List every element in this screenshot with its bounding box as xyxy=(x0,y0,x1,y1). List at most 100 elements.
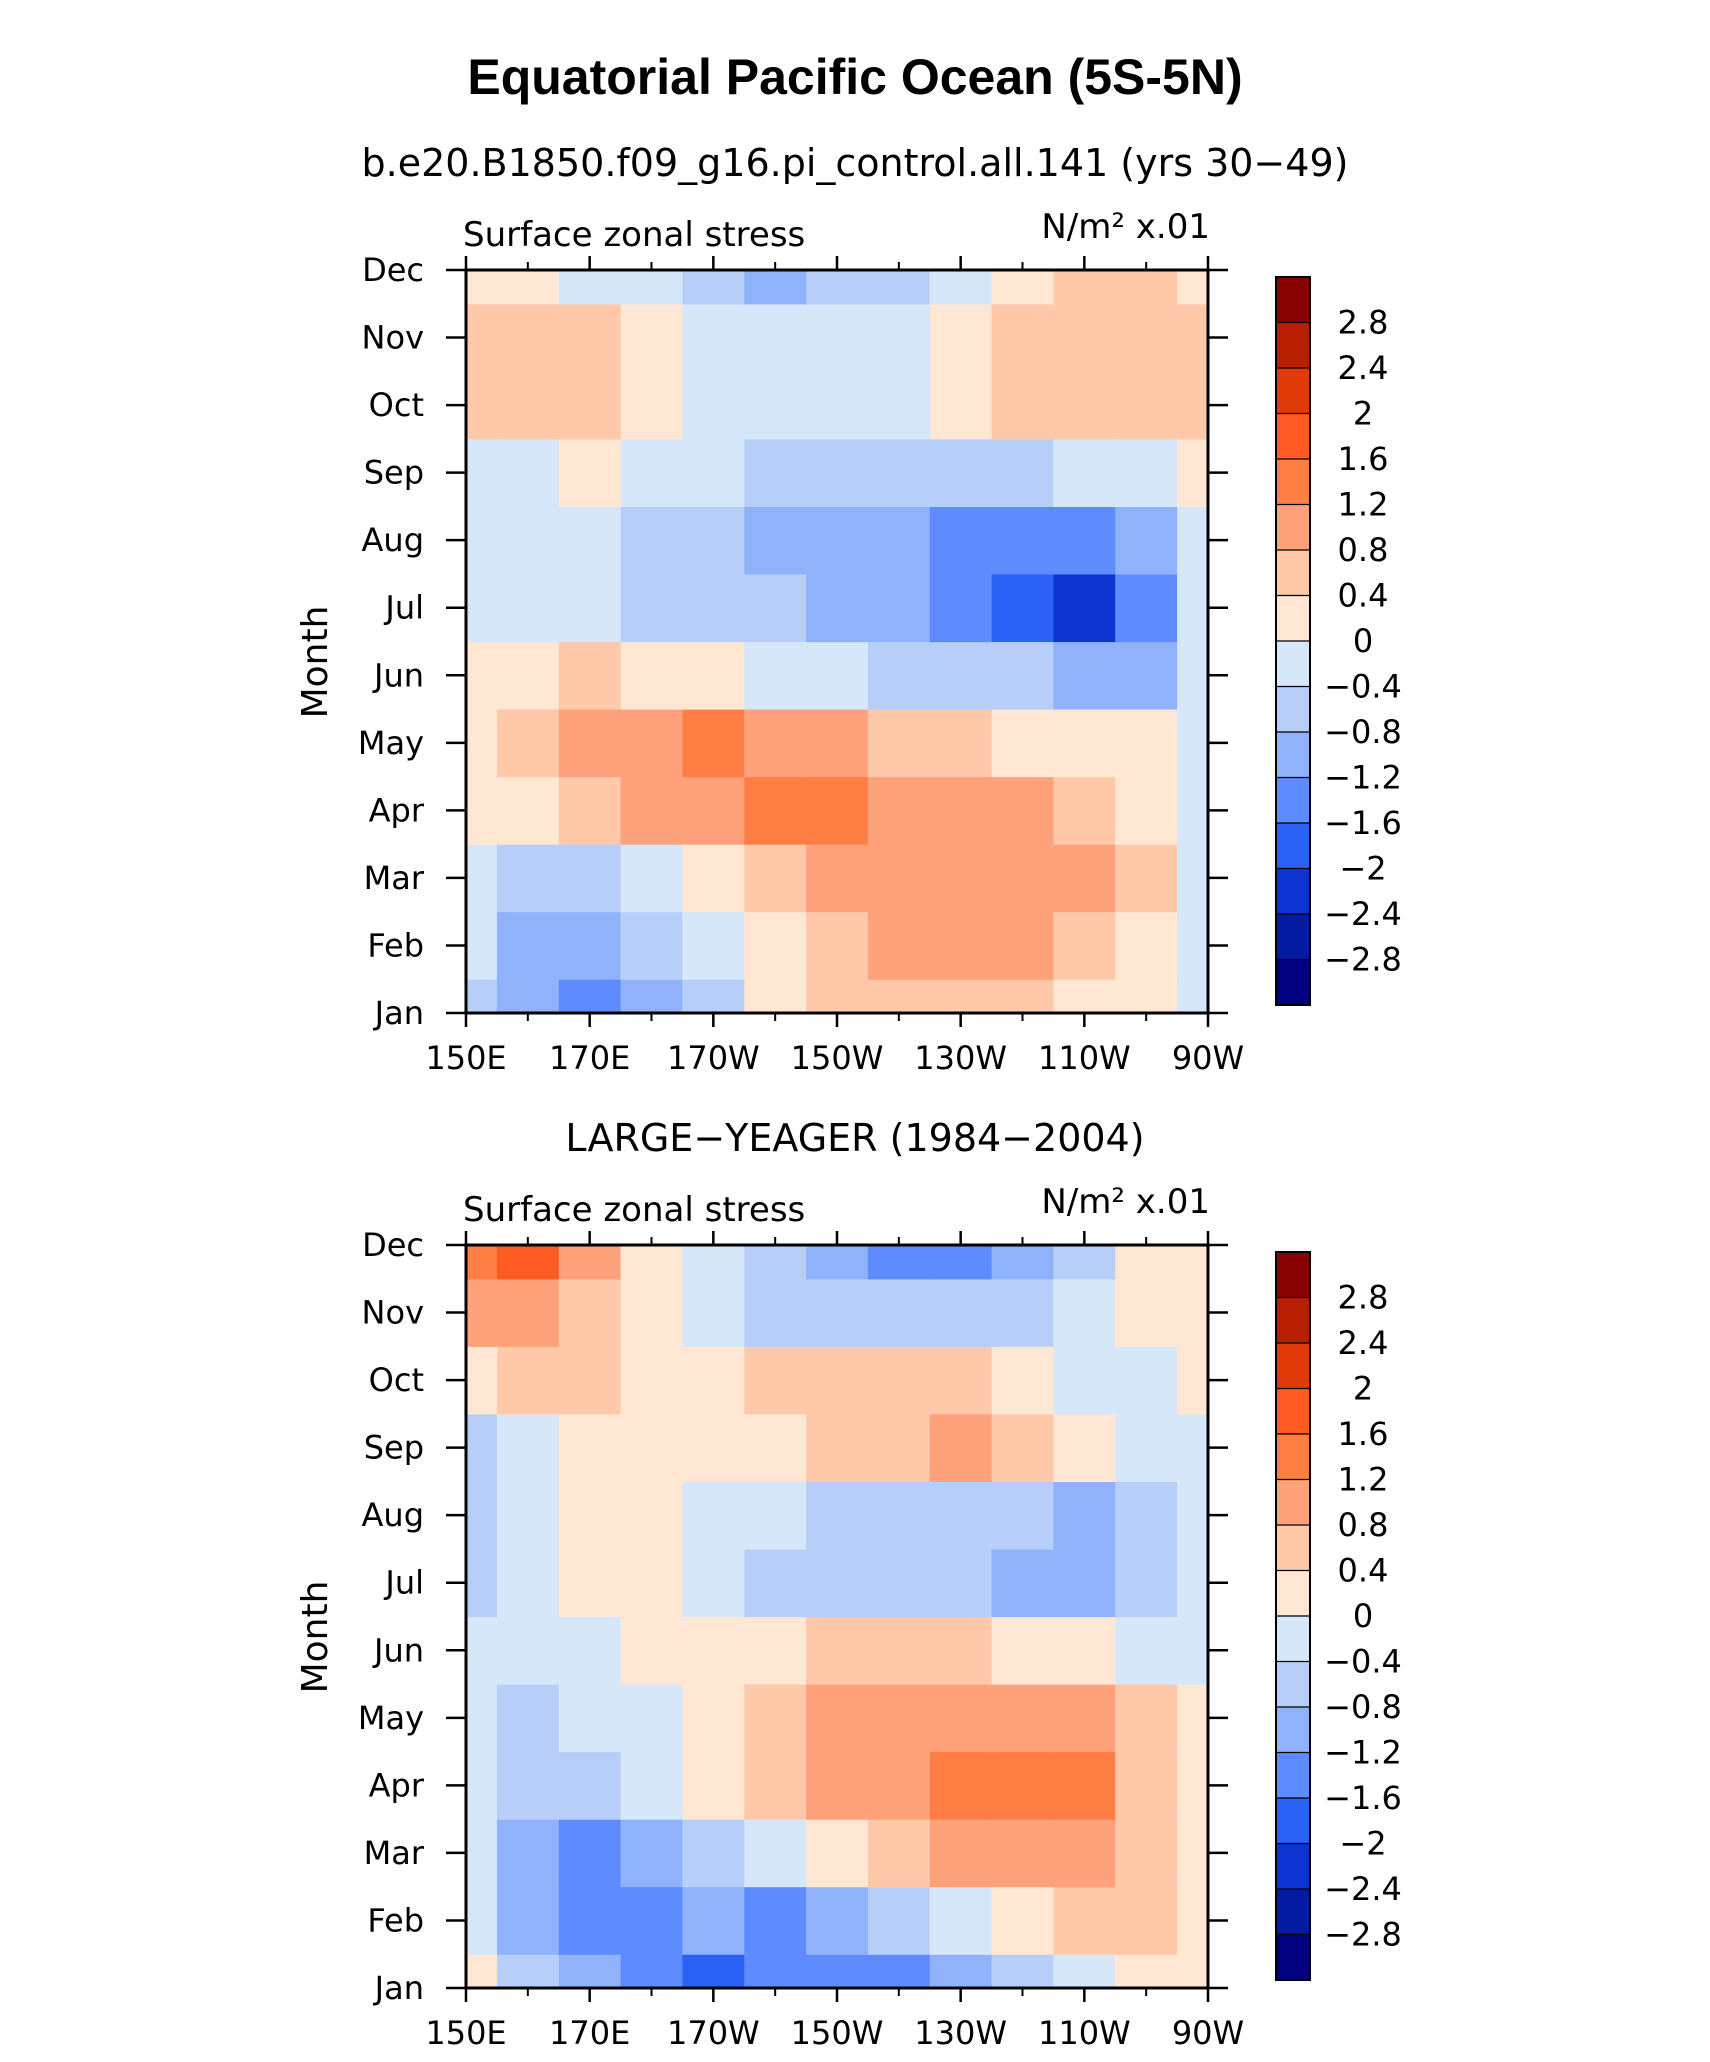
heatmap-cell xyxy=(558,1481,622,1550)
heatmap-cell xyxy=(1053,371,1116,440)
colorbar-label: −0.4 xyxy=(1324,668,1402,706)
heatmap-cell xyxy=(867,1278,931,1347)
heatmap-cell xyxy=(558,270,622,305)
heatmap-cell xyxy=(867,574,931,643)
colorbar-label: −2.8 xyxy=(1324,941,1402,979)
axis-ticks: 150E 170E 170W 150W 130W 110W 90W Jan Feb Mar Apr M… xyxy=(358,1226,1244,2052)
heatmap-cell xyxy=(867,303,931,372)
colorbar-swatch xyxy=(1276,1798,1310,1844)
heatmap-cell xyxy=(991,979,1054,1014)
heatmap-cell xyxy=(496,1346,560,1415)
heatmap-cell xyxy=(1177,1751,1209,1820)
heatmap-cell xyxy=(929,303,993,372)
heatmap-cell xyxy=(1053,506,1116,575)
heatmap-cell xyxy=(1053,1245,1116,1280)
colorbar-label: 1.2 xyxy=(1338,486,1389,524)
colorbar-swatch xyxy=(1276,1479,1310,1526)
y-tick-label: Apr xyxy=(369,1766,425,1804)
heatmap-cell xyxy=(1115,1245,1178,1280)
heatmap-cell xyxy=(1115,1481,1178,1550)
colorbar-swatch xyxy=(1276,959,1310,1006)
heatmap-cell xyxy=(929,1684,993,1753)
heatmap-cell xyxy=(929,1481,993,1550)
heatmap-cell xyxy=(466,1549,498,1618)
heatmap-cell xyxy=(466,776,498,845)
heatmap-cell xyxy=(1115,1819,1178,1888)
heatmap-cell xyxy=(620,506,683,575)
heatmap-cell xyxy=(1053,844,1116,913)
x-tick-label: 130W xyxy=(914,2014,1007,2052)
y-tick-label: Nov xyxy=(362,319,424,357)
heatmap-cell xyxy=(682,1751,745,1820)
heatmap-cell xyxy=(867,438,931,507)
heatmap-cell xyxy=(744,303,807,372)
heatmap-cell xyxy=(558,776,622,845)
heatmap-cell xyxy=(991,1278,1054,1347)
heatmap-cell xyxy=(806,303,869,372)
colorbar-swatch xyxy=(1276,1661,1310,1708)
heatmap-cell xyxy=(929,506,993,575)
colorbar-label: −1.6 xyxy=(1324,804,1402,842)
y-tick-label: Jul xyxy=(383,1564,424,1602)
heatmap-cell xyxy=(620,1549,683,1618)
heatmap-cell xyxy=(867,1346,931,1415)
heatmap-cell xyxy=(682,911,745,980)
heatmap-cell xyxy=(466,1346,498,1415)
heatmap-cell xyxy=(1177,979,1209,1014)
colorbar-swatch xyxy=(1276,914,1310,960)
x-tick-label: 150E xyxy=(425,1039,506,1077)
heatmap-cell xyxy=(1177,574,1209,643)
heatmap-cell xyxy=(558,506,622,575)
x-tick-label: 170E xyxy=(549,1039,630,1077)
heatmap-cell xyxy=(558,911,622,980)
heatmap-cell xyxy=(929,1346,993,1415)
heatmap-cell xyxy=(1115,438,1178,507)
heatmap-cell xyxy=(558,641,622,710)
heatmap-cell xyxy=(991,574,1054,643)
heatmap-cell xyxy=(496,1819,560,1888)
heatmap-cell xyxy=(1053,776,1116,845)
heatmap-cell xyxy=(558,1751,622,1820)
heatmap-cell xyxy=(744,574,807,643)
heatmap-cell xyxy=(867,1549,931,1618)
heatmap-cell xyxy=(867,1481,931,1550)
heatmap-cell xyxy=(806,1819,869,1888)
heatmap-cell xyxy=(682,1278,745,1347)
colorbar-swatch xyxy=(1276,1343,1310,1389)
heatmap-cell xyxy=(682,1616,745,1685)
heatmap-cell xyxy=(1115,371,1178,440)
colorbar-swatch xyxy=(1276,1616,1310,1662)
colorbar-label: 2.8 xyxy=(1338,304,1389,342)
y-tick-label: Dec xyxy=(362,251,424,289)
heatmap-cell xyxy=(744,1684,807,1753)
colorbar: 2.8 2.4 2 1.6 1.2 0.8 0.4 0 −0.4 −0.8 −1.2 −1.6 −2 −2… xyxy=(1275,276,1402,1006)
colorbar: 2.8 2.4 2 1.6 1.2 0.8 0.4 0 −0.4 −0.8 −1.2 −1.6 −2 −2… xyxy=(1275,1251,1402,1981)
heatmap-cell xyxy=(466,1481,498,1550)
heatmap-cell xyxy=(496,303,560,372)
heatmap-cell xyxy=(806,371,869,440)
heatmap-cell xyxy=(620,574,683,643)
heatmap-cells xyxy=(466,1245,1209,1989)
colorbar-label: 2.4 xyxy=(1338,1324,1389,1362)
heatmap-cell xyxy=(929,1886,993,1955)
heatmap-cell xyxy=(991,911,1054,980)
heatmap-cell xyxy=(744,1751,807,1820)
heatmap-cell xyxy=(620,303,683,372)
heatmap-cell xyxy=(867,911,931,980)
heatmap-cell xyxy=(496,574,560,643)
heatmap-cell xyxy=(620,1346,683,1415)
heatmap-cell xyxy=(929,1954,993,1989)
heatmap-cell xyxy=(1177,1278,1209,1347)
heatmap-cell xyxy=(496,438,560,507)
heatmap-cell xyxy=(466,1886,498,1955)
heatmap-cell xyxy=(496,1616,560,1685)
heatmap-cell xyxy=(806,1245,869,1280)
heatmap-cell xyxy=(867,641,931,710)
heatmap-cell xyxy=(682,270,745,305)
heatmap-cell xyxy=(620,1819,683,1888)
heatmap-cell xyxy=(744,1278,807,1347)
heatmap-cell xyxy=(558,1346,622,1415)
heatmap-cell xyxy=(867,1413,931,1482)
colorbar-swatch xyxy=(1276,1707,1310,1753)
heatmap-cell xyxy=(620,1751,683,1820)
